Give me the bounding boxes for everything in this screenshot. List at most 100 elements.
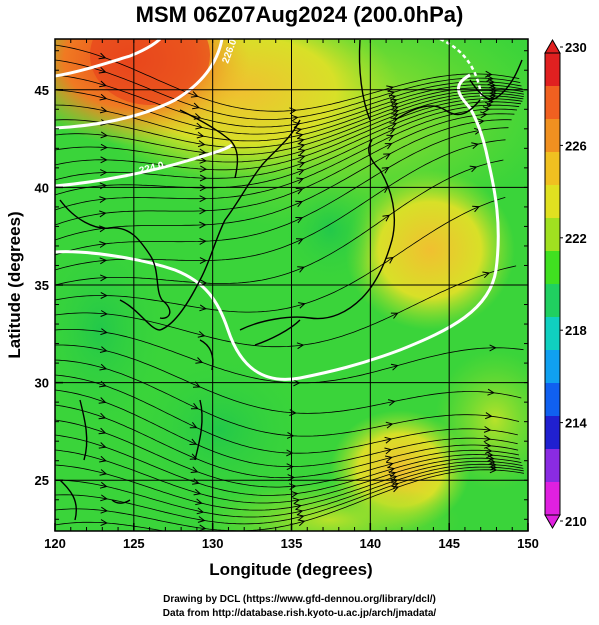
y-tick-label: 45 [35,83,49,98]
streamline-arrow [190,402,199,410]
streamline-arrow [197,331,206,338]
contour-line [439,39,484,101]
colorbar-segment [545,251,560,285]
streamline-arrow [100,274,108,282]
streamline-arrow [295,200,304,208]
colorbar-segment [545,218,560,252]
x-axis: 120 125 130 135 140 145 150 [44,39,539,551]
streamline-arrow [384,447,393,455]
streamline [55,95,524,163]
streamline-arrow [487,78,495,86]
colorbar-segment [545,86,560,120]
streamline-arrow [286,449,294,457]
streamline-arrow [483,426,492,433]
streamline-arrow [480,111,488,119]
streamline-arrow [488,458,496,465]
streamline-arrow [99,469,108,476]
streamline-arrow [469,165,478,173]
streamline-arrow [98,412,107,420]
colorbar-min-arrow [544,514,561,530]
streamline-arrow [199,221,207,229]
streamline-arrow [295,508,304,516]
streamline [55,92,524,156]
y-axis-title: Latitude (degrees) [5,211,24,358]
credit-drawing: Drawing by DCL (https://www.gfd-dennou.o… [163,594,436,605]
graticule [55,39,528,531]
streamline-arrow [296,137,305,145]
streamline-arrow [98,442,107,449]
streamline [55,374,518,454]
contour-line [55,143,233,188]
streamline-arrow [286,463,294,471]
streamline-arrow [489,463,498,471]
x-tick-label: 150 [517,536,539,551]
streamline-arrow [99,196,107,204]
streamline [55,461,523,511]
streamline-arrow [296,342,305,350]
streamline-arrow [386,134,395,142]
streamline-arrow [98,427,107,435]
streamline [55,449,522,504]
streamline-arrow [482,271,491,279]
streamline-arrow [99,80,107,88]
streamline-arrow [383,153,391,160]
streamline-arrow [98,52,107,60]
streamline-arrow [471,142,479,149]
streamline-arrow [477,118,485,126]
streamline [55,389,518,467]
streamline-arrow [386,256,394,264]
streamline-arrow [100,131,109,139]
streamline-arrow [390,363,399,371]
x-tick-label: 125 [123,536,145,551]
streamline-arrow [488,81,497,89]
streamline-arrow [384,455,393,463]
colorbar-segment [545,449,560,483]
streamline-arrow [472,205,480,213]
streamline-arrow [196,131,205,139]
colorbar-segment [545,119,560,153]
x-tick-label: 145 [438,536,460,551]
colorbar-tick-label: 222 [565,231,587,246]
streamline-arrow [287,474,296,482]
streamline-arrow [99,455,107,463]
streamline-arrow [290,490,299,498]
streamline-arrow [195,357,204,364]
streamline [55,344,522,414]
y-tick-label: 40 [35,180,49,195]
streamline [55,419,520,488]
streamline-arrow [197,140,206,148]
y-tick-label: 35 [35,278,49,293]
streamline-arrow [389,122,398,129]
streamline [55,59,521,120]
colorbar-tick-label: 218 [565,323,587,338]
streamline-arrow [199,156,208,164]
streamline-arrow [100,143,108,151]
colorbar-max-arrow [544,38,561,54]
streamline-arrow [192,102,200,110]
streamline-arrow [295,132,304,140]
streamline-arrow [99,93,108,101]
streamline-arrow [100,156,108,164]
streamline-arrow [100,494,108,502]
x-tick-label: 120 [44,536,66,551]
streamline-arrow [190,466,199,473]
x-tick-label: 135 [281,536,303,551]
streamline-arrow [192,381,201,388]
streamline-arrow [487,388,495,396]
streamline-arrow [483,435,492,443]
streamline-arrow [390,312,399,319]
streamline-arrow [482,106,491,114]
colorbar-segment [545,185,560,219]
streamline-arrow [484,101,493,109]
streamline-arrow [199,195,207,203]
colorbar-segment [545,350,560,384]
streamline-arrow [99,481,108,489]
y-axis: 25 30 35 40 45 [35,50,528,520]
streamline-arrow [99,210,107,218]
colorbar: 230 226 222 218 214 210 [544,38,587,530]
coastlines [59,39,523,521]
streamline [55,159,504,286]
streamline-arrow [391,485,400,493]
streamline-arrow [189,453,198,460]
